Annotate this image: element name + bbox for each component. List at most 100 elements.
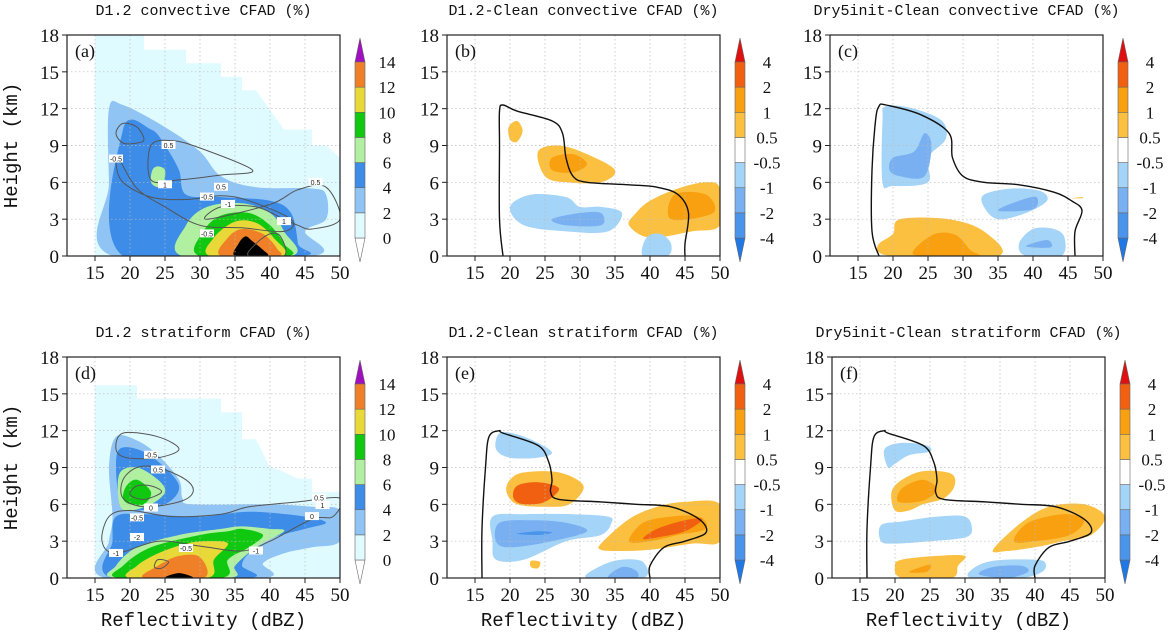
colorbar-box <box>354 459 366 485</box>
contour-label-bg <box>200 229 214 238</box>
panel-label: (a) <box>75 41 95 62</box>
contour-label-text: 1 <box>163 182 167 189</box>
contour-line <box>247 232 287 256</box>
colorbar-label: -1 <box>1143 179 1157 198</box>
plot-area <box>447 35 720 256</box>
colorbar-box <box>354 61 366 88</box>
y-tick-label: 12 <box>40 422 59 443</box>
y-tick-label: 3 <box>50 210 60 231</box>
x-tick-label: 40 <box>1026 585 1045 606</box>
contour-label-bg <box>130 532 144 541</box>
panel-title: D1.2 convective CFAD (%) <box>95 3 311 20</box>
colorbar-label: 2 <box>383 204 392 223</box>
contour-line <box>153 558 170 570</box>
x-tick-label: 35 <box>989 263 1008 284</box>
colorbar-label: 0.5 <box>1141 450 1162 469</box>
colorbar-box <box>734 111 746 138</box>
y-tick-label: 3 <box>430 532 440 553</box>
y-tick-label: 15 <box>803 63 822 84</box>
colorbar-under-triangle <box>734 237 746 263</box>
colorbar-over-triangle <box>354 37 366 63</box>
y-tick-label: 6 <box>430 173 440 194</box>
colorbar-box <box>734 187 746 214</box>
contour-label: 0.5 <box>308 177 323 187</box>
colorbar-label: 12 <box>379 78 396 97</box>
contour-label: 0 <box>305 512 319 521</box>
contour-label: 1 <box>158 180 172 189</box>
colorbar-box <box>1117 111 1129 138</box>
colorbar-box <box>354 137 366 163</box>
x-tick-label: 20 <box>501 585 520 606</box>
plot-area <box>832 357 1105 578</box>
panel-label: (d) <box>75 363 96 384</box>
contour-fill-level-2 <box>878 515 972 544</box>
contour-label-bg <box>151 465 165 474</box>
x-tick-label: 20 <box>121 263 140 284</box>
x-tick-label: 15 <box>851 585 870 606</box>
y-tick-label: 18 <box>420 348 439 369</box>
panel-a: D1.2 convective CFAD (%)0.5-0.51 0.5-0.5-… <box>1 3 396 284</box>
contour-fill-level-1 <box>551 211 605 227</box>
y-tick-label: 12 <box>420 422 439 443</box>
colorbar-label: 1 <box>763 425 772 444</box>
colorbar-label: -1 <box>1145 501 1159 520</box>
contour-fill-level-1 <box>997 196 1039 212</box>
x-tick-label: 15 <box>86 585 105 606</box>
y-tick-label: 9 <box>430 459 440 480</box>
contour-label-bg <box>249 546 263 555</box>
colorbar-box <box>354 509 366 536</box>
contour-label: -0.5 <box>144 450 158 460</box>
colorbar-label: 4 <box>1146 53 1155 72</box>
colorbar-over-triangle <box>1117 37 1129 63</box>
x-tick-label: 15 <box>466 585 485 606</box>
x-tick-label: 20 <box>884 263 903 284</box>
colorbar-under-triangle <box>354 559 366 585</box>
x-tick-label: 40 <box>261 263 280 284</box>
panel-title: D1.2-Clean stratiform CFAD (%) <box>448 325 718 342</box>
contour-fill-level-0 <box>517 531 552 536</box>
colorbar-over-triangle <box>354 359 366 385</box>
contour-line <box>115 158 295 233</box>
panel-b: D1.2-Clean convective CFAD (%)(b)15 20 25 3… <box>420 3 780 284</box>
y-tick-label: 0 <box>813 247 823 268</box>
x-tick-label: 35 <box>991 585 1010 606</box>
x-tick-label: 35 <box>226 585 245 606</box>
contour-line <box>147 139 254 184</box>
x-tick-label: 35 <box>226 263 245 284</box>
colorbar-box <box>354 187 366 214</box>
colorbar-box <box>354 86 366 113</box>
colorbar-box <box>354 383 366 410</box>
contour-label-bg <box>130 513 144 522</box>
outline-contour <box>866 429 1093 578</box>
colorbar-label: 4 <box>383 179 392 198</box>
colorbar-over-triangle <box>1119 359 1131 385</box>
contour-fill-level-2 <box>641 233 672 256</box>
panel-f: Dry5init-Clean stratiform CFAD (%) (f) 15 2… <box>805 325 1165 632</box>
colorbar-label: -2 <box>760 526 774 545</box>
x-tick-label: 25 <box>919 263 938 284</box>
contour-line <box>101 497 340 554</box>
colorbar-label: 2 <box>383 526 392 545</box>
x-tick-label: 25 <box>536 263 555 284</box>
contour-label-text: -0.5 <box>201 231 213 238</box>
contour-label-text: 0.5 <box>153 467 163 474</box>
colorbar-label: 1 <box>1148 425 1157 444</box>
panel-label: (f) <box>840 363 858 384</box>
colorbar-box <box>734 408 746 435</box>
contour-label-bg <box>144 503 158 512</box>
plot-area <box>830 35 1103 256</box>
colorbar-label: -0.5 <box>1137 154 1164 173</box>
colorbar-label: 4 <box>763 53 772 72</box>
contour-label-bg <box>109 154 123 163</box>
colorbar-label: 4 <box>383 501 392 520</box>
colorbar-label: -2 <box>1143 204 1157 223</box>
colorbar-box <box>354 534 366 561</box>
y-tick-label: 6 <box>50 495 60 516</box>
colorbar-box <box>1117 61 1129 88</box>
y-tick-label: 18 <box>805 348 824 369</box>
contour-label-text: 0.5 <box>216 185 226 192</box>
colorbar-over-triangle <box>734 37 746 63</box>
contour-label: 1 <box>277 217 291 226</box>
x-tick-label: 35 <box>606 585 625 606</box>
y-tick-label: 15 <box>420 63 439 84</box>
